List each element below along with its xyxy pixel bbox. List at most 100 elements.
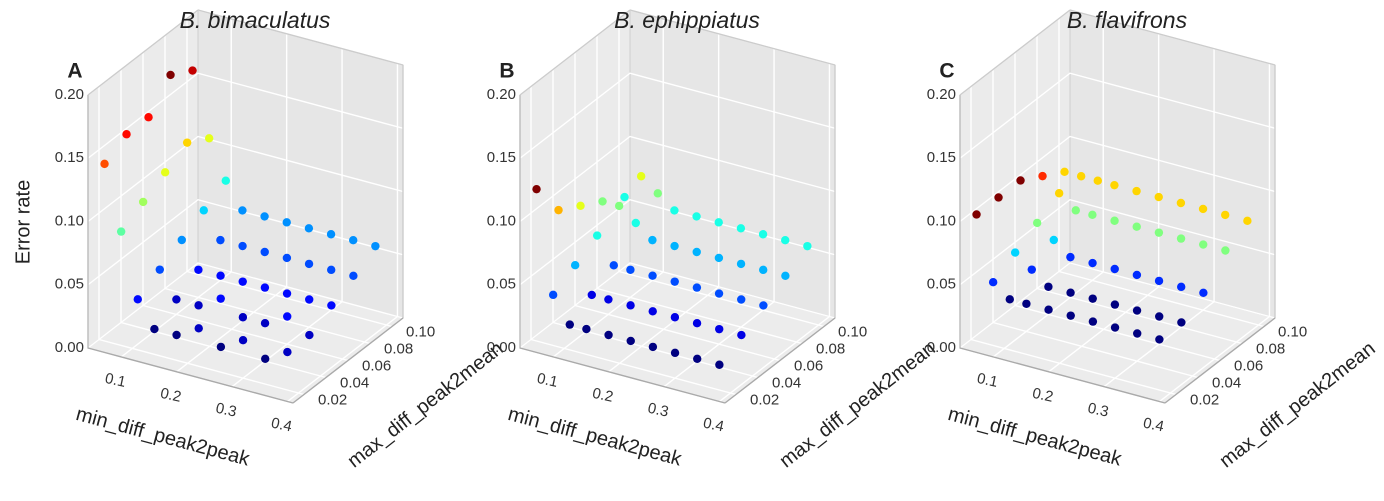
point — [282, 253, 292, 263]
point — [648, 307, 657, 316]
x-tick-label: 0.1 — [975, 370, 999, 391]
point — [260, 247, 269, 257]
point — [1088, 294, 1097, 303]
point — [758, 230, 768, 239]
point — [172, 330, 181, 340]
grid-line — [959, 72, 1276, 159]
grid-line — [176, 33, 288, 373]
grid-line — [1058, 18, 1265, 328]
box-edge — [519, 9, 631, 96]
point — [714, 289, 724, 298]
box-edge — [959, 347, 1166, 404]
point — [1110, 300, 1120, 309]
point — [648, 342, 658, 352]
point — [194, 301, 203, 310]
grid-line — [618, 18, 825, 328]
point — [631, 218, 640, 228]
point — [221, 176, 230, 185]
point — [1177, 282, 1186, 292]
point — [216, 342, 226, 352]
point — [160, 168, 170, 177]
point — [304, 259, 314, 269]
point — [1054, 189, 1064, 198]
point — [715, 324, 724, 334]
point — [1110, 264, 1119, 274]
point — [1155, 335, 1164, 344]
point — [626, 336, 635, 346]
point — [238, 206, 247, 215]
point — [648, 271, 657, 280]
point — [548, 290, 558, 300]
point — [1132, 222, 1141, 231]
point — [692, 247, 701, 257]
z-tick-label: 0.15 — [55, 149, 84, 166]
point — [150, 324, 159, 334]
grid-line — [552, 69, 759, 379]
point — [692, 283, 702, 292]
point — [1110, 323, 1120, 332]
point — [1066, 252, 1075, 262]
point — [1132, 186, 1141, 196]
grid-line — [970, 86, 1177, 396]
point — [283, 347, 292, 357]
point — [626, 301, 635, 310]
point — [1110, 216, 1119, 225]
x-tick-label: 0.3 — [646, 400, 670, 421]
panel-label: C — [939, 60, 954, 83]
point — [636, 172, 646, 181]
point — [327, 301, 336, 310]
z-tick-label: 0.10 — [927, 212, 956, 229]
point — [282, 218, 291, 227]
y-tick-label: 0.08 — [1256, 340, 1285, 357]
x-tick-label: 0.4 — [1142, 415, 1166, 436]
point — [1199, 240, 1208, 249]
z-tick-label: 0.20 — [487, 86, 516, 103]
grid-line — [164, 35, 371, 345]
z-tick-label: 0.15 — [927, 149, 956, 166]
point — [1176, 198, 1186, 208]
point — [714, 253, 724, 263]
point — [305, 295, 314, 304]
point — [587, 290, 596, 300]
point — [166, 70, 175, 80]
point — [1071, 206, 1080, 215]
point — [648, 235, 657, 245]
point — [972, 210, 981, 219]
point — [122, 130, 131, 139]
point — [1088, 317, 1098, 326]
grid-line — [98, 86, 305, 396]
point — [1093, 176, 1102, 185]
grid-line — [186, 18, 393, 328]
grid-line — [87, 72, 404, 159]
point — [582, 324, 591, 334]
z-tick-label: 0.10 — [55, 212, 84, 229]
grid-line — [142, 52, 349, 362]
point — [620, 192, 629, 202]
grid-line — [287, 63, 399, 403]
y-tick-label: 0.06 — [362, 357, 391, 374]
grid-line — [519, 72, 836, 159]
y-tick-label: 0.08 — [384, 340, 413, 357]
point — [532, 184, 541, 194]
point — [172, 295, 181, 304]
point — [238, 241, 247, 251]
point — [282, 289, 292, 298]
grid-line — [596, 35, 803, 345]
point — [1132, 306, 1142, 315]
point — [759, 265, 768, 275]
point — [988, 277, 998, 287]
grid-line — [992, 18, 1104, 358]
point — [692, 318, 702, 328]
point — [260, 318, 270, 328]
point — [598, 197, 607, 206]
point — [614, 201, 624, 211]
panel: 0.00 0.05 0.10 0.15 0.20 0.1 0.2 0.3 0.4 0.020.04… — [927, 7, 1380, 472]
point — [216, 271, 225, 280]
point — [737, 330, 746, 340]
chart-title: B. flavifrons — [1067, 7, 1188, 33]
y-tick-label: 0.02 — [318, 391, 347, 408]
point — [182, 138, 192, 147]
grid-line — [1014, 52, 1221, 362]
point — [1066, 311, 1075, 320]
